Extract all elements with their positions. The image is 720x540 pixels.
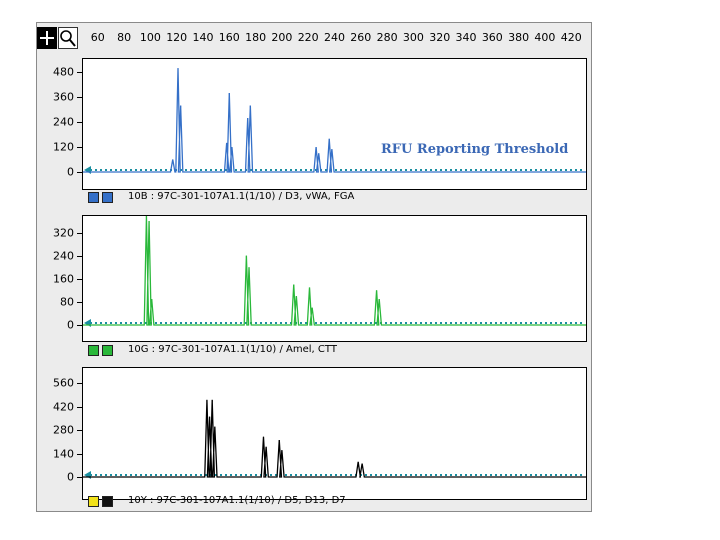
y-tick-mark <box>77 278 82 280</box>
threshold-arrow <box>84 471 91 479</box>
y-tick-mark <box>77 383 82 385</box>
plot-panel-2 <box>82 215 587 342</box>
x-tick-label: 120 <box>166 31 188 44</box>
y-tick-mark <box>77 122 82 124</box>
plot-panel-1 <box>82 58 587 190</box>
y-tick-mark <box>77 232 82 234</box>
dye-color-swatch[interactable] <box>102 192 113 203</box>
y-tick-label: 140 <box>53 447 74 461</box>
x-tick-label: 280 <box>376 31 398 44</box>
x-tick-label: 200 <box>271 31 293 44</box>
x-tick-label: 380 <box>508 31 530 44</box>
dye-color-swatch[interactable] <box>102 345 113 356</box>
y-tick-mark <box>77 147 82 149</box>
trace-line <box>83 68 586 173</box>
y-tick-label: 360 <box>53 90 74 104</box>
dye-color-swatch[interactable] <box>102 496 113 507</box>
y-tick-mark <box>77 255 82 257</box>
threshold-arrow <box>84 166 91 174</box>
y-tick-mark <box>77 97 82 99</box>
y-tick-label: 0 <box>67 318 74 332</box>
y-tick-label: 420 <box>53 400 74 414</box>
crosshair-icon[interactable] <box>37 27 57 49</box>
x-tick-label: 160 <box>218 31 240 44</box>
x-tick-label: 320 <box>429 31 451 44</box>
trace-caption: 10Y : 97C-301-107A1.1(1/10) / D5, D13, D… <box>128 495 346 506</box>
y-tick-label: 240 <box>53 249 74 263</box>
y-tick-mark <box>77 301 82 303</box>
trace-caption: 10G : 97C-301-107A1.1(1/10) / Amel, CTT <box>128 344 337 355</box>
x-tick-label: 300 <box>402 31 424 44</box>
x-tick-label: 340 <box>455 31 477 44</box>
y-tick-label: 560 <box>53 376 74 390</box>
dye-color-swatch[interactable] <box>88 345 99 356</box>
trace-line <box>83 215 586 326</box>
x-tick-label: 400 <box>534 31 556 44</box>
x-tick-label: 420 <box>560 31 582 44</box>
x-tick-label: 100 <box>139 31 161 44</box>
y-tick-mark <box>77 430 82 432</box>
y-tick-label: 120 <box>53 140 74 154</box>
y-tick-label: 240 <box>53 115 74 129</box>
y-tick-label: 160 <box>53 272 74 286</box>
x-tick-label: 140 <box>192 31 214 44</box>
trace-line <box>83 399 586 478</box>
x-tick-label: 220 <box>297 31 319 44</box>
magnifier-icon[interactable] <box>58 27 78 49</box>
trace-caption: 10B : 97C-301-107A1.1(1/10) / D3, vWA, F… <box>128 191 355 202</box>
y-tick-mark <box>77 72 82 74</box>
threshold-arrow <box>84 319 91 327</box>
y-tick-label: 80 <box>60 295 74 309</box>
x-tick-label: 360 <box>481 31 503 44</box>
x-tick-label: 80 <box>117 31 132 44</box>
x-tick-label: 60 <box>90 31 105 44</box>
dye-color-swatch[interactable] <box>88 496 99 507</box>
y-tick-mark <box>77 477 82 478</box>
x-tick-label: 180 <box>245 31 267 44</box>
y-tick-mark <box>77 325 82 326</box>
y-tick-mark <box>77 172 82 173</box>
x-tick-label: 240 <box>324 31 345 44</box>
x-tick-label: 260 <box>350 31 372 44</box>
y-tick-mark <box>77 406 82 408</box>
threshold-label: RFU Reporting Threshold <box>381 142 569 157</box>
y-tick-label: 320 <box>53 226 74 240</box>
y-tick-label: 280 <box>53 423 74 437</box>
y-tick-label: 0 <box>67 470 74 484</box>
dye-color-swatch[interactable] <box>88 192 99 203</box>
plot-panel-3 <box>82 367 587 500</box>
y-tick-label: 480 <box>53 65 74 79</box>
y-tick-label: 0 <box>67 165 74 179</box>
y-tick-mark <box>77 453 82 455</box>
